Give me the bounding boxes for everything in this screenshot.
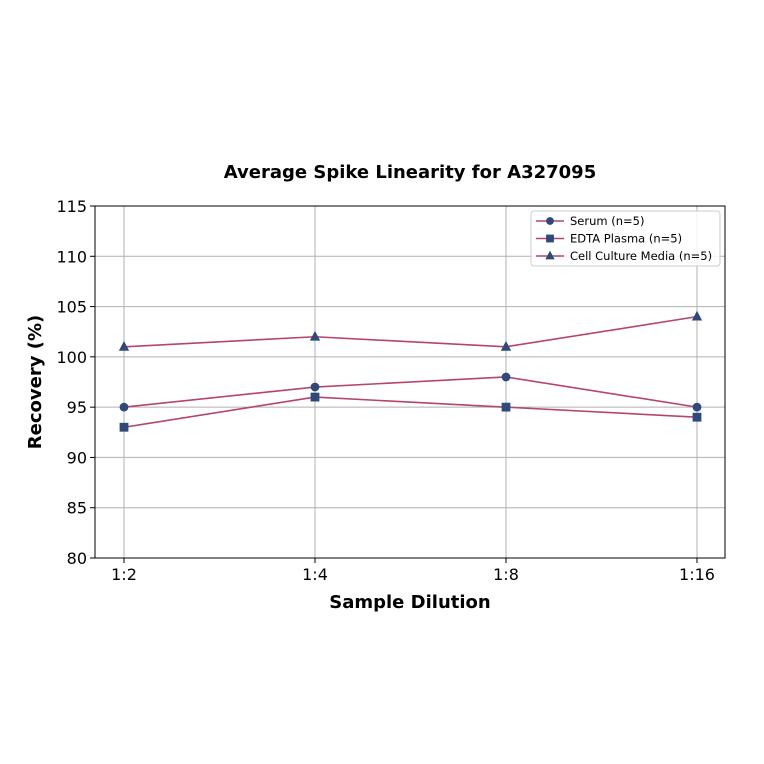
y-axis-ticks: 80 85 90 95 100 105 110 115 — [56, 197, 95, 568]
series-line — [123, 396, 698, 429]
triangle-marker-icon — [309, 330, 321, 341]
triangle-marker-icon — [118, 340, 130, 351]
legend-box — [530, 210, 721, 267]
legend-label: Cell Culture Media (n=5) — [570, 249, 712, 263]
circle-marker-icon — [692, 402, 702, 412]
legend-item: Serum (n=5) — [536, 214, 644, 228]
series-line — [123, 315, 698, 348]
y-tick-label: 85 — [67, 499, 87, 518]
series-triangle — [118, 310, 703, 351]
plot-area — [94, 205, 726, 559]
series-square — [119, 392, 702, 432]
y-tick-label: 110 — [56, 247, 87, 266]
y-tick-label: 100 — [56, 348, 87, 367]
x-tick-label: 1:8 — [493, 565, 519, 584]
square-marker-icon — [119, 422, 129, 432]
y-tick-label: 115 — [56, 197, 87, 216]
x-tick-label: 1:16 — [679, 565, 715, 584]
series-line — [123, 376, 698, 408]
series-circle — [119, 372, 702, 412]
y-tick-label: 90 — [67, 448, 87, 467]
y-tick-label: 80 — [67, 549, 87, 568]
x-tick-label: 1:4 — [302, 565, 328, 584]
x-axis-label: Sample Dilution — [329, 592, 490, 613]
triangle-marker-icon — [545, 250, 555, 260]
square-marker-icon — [310, 392, 320, 402]
chart-title: Average Spike Linearity for A327095 — [224, 162, 596, 183]
triangle-marker-icon — [691, 310, 703, 321]
circle-marker-icon — [119, 402, 129, 412]
y-tick-label: 105 — [56, 298, 87, 317]
legend: Serum (n=5) EDTA Plasma (n=5) Cell Culture… — [530, 210, 721, 267]
square-marker-icon — [546, 234, 554, 243]
legend-label: Serum (n=5) — [570, 214, 644, 228]
legend-label: EDTA Plasma (n=5) — [570, 232, 682, 246]
x-axis-ticks: 1:2 1:4 1:8 1:16 — [111, 558, 715, 584]
series-lines — [118, 310, 703, 432]
legend-item: EDTA Plasma (n=5) — [536, 232, 682, 246]
circle-marker-icon — [546, 217, 554, 225]
legend-item: Cell Culture Media (n=5) — [536, 249, 712, 263]
y-tick-label: 95 — [67, 398, 87, 417]
triangle-marker-icon — [500, 340, 512, 351]
circle-marker-icon — [310, 382, 320, 392]
y-axis-label: Recovery (%) — [25, 315, 46, 449]
square-marker-icon — [692, 412, 702, 422]
circle-marker-icon — [501, 372, 511, 382]
x-tick-label: 1:2 — [111, 565, 137, 584]
square-marker-icon — [501, 402, 511, 412]
